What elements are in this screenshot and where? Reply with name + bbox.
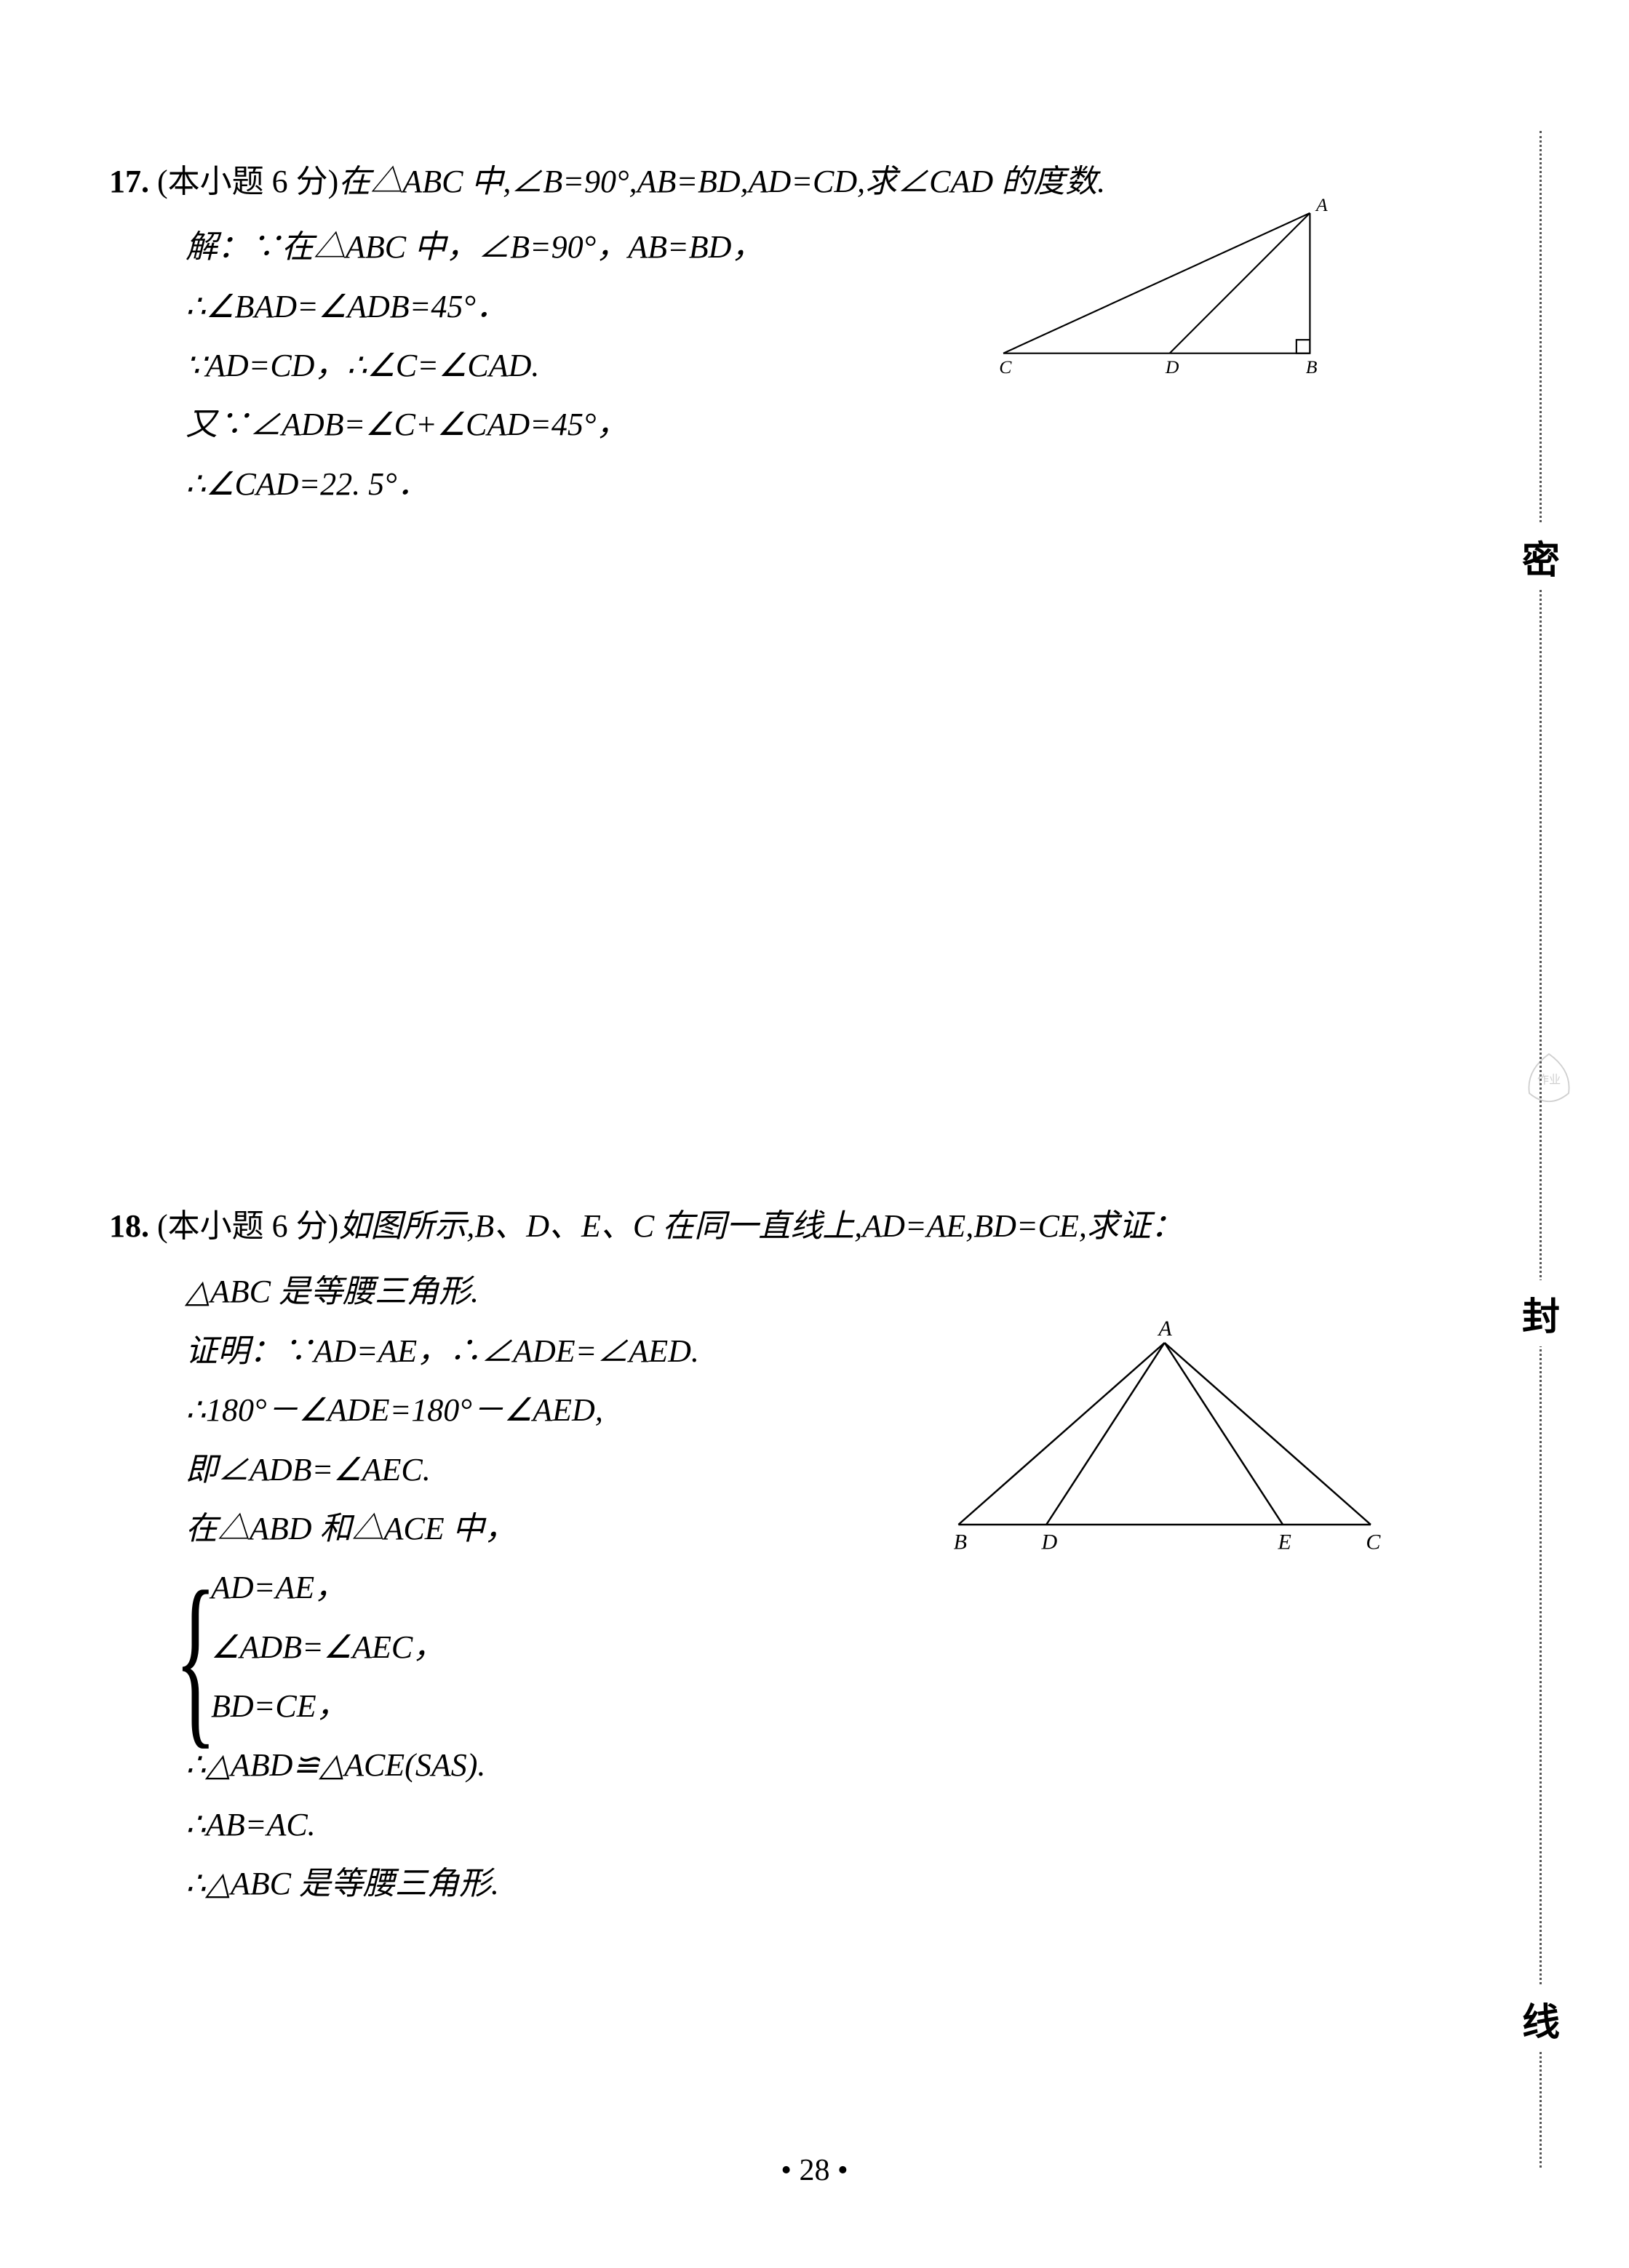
svg-text:C: C	[999, 356, 1012, 378]
margin-label-3: 线	[1522, 1986, 1560, 2052]
problem-18: 18. (本小题 6 分)如图所示,B、D、E、C 在同一直线上,AD=AE,B…	[109, 1197, 1520, 1913]
problem-18-brace-group: { AD=AE， ∠ADB=∠AEC， BD=CE，	[109, 1558, 1520, 1736]
problem-17-sol-line-3: 又∵∠ADB=∠C+∠CAD=45°，	[109, 395, 1520, 454]
svg-text:作业: 作业	[1537, 1074, 1561, 1087]
problem-17: 17. (本小题 6 分)在△ABC 中,∠B=90°,AB=BD,AD=CD,…	[109, 153, 1520, 514]
svg-text:E: E	[1278, 1530, 1291, 1554]
problem-18-question: 如图所示,B、D、E、C 在同一直线上,AD=AE,BD=CE,求证：	[338, 1208, 1183, 1244]
figure-18-svg: A B C D E	[916, 1306, 1425, 1561]
margin-label-2: 封	[1522, 1280, 1560, 1346]
svg-text:C: C	[1366, 1530, 1381, 1554]
problem-17-sol-line-4: ∴∠CAD=22. 5°．	[109, 455, 1520, 514]
svg-text:A: A	[1157, 1317, 1172, 1341]
problem-18-question-l2: △ABC 是等腰三角形.	[186, 1274, 479, 1309]
problem-17-points: (本小题 6 分)	[157, 164, 338, 199]
svg-text:D: D	[1165, 356, 1179, 378]
left-brace-icon: {	[175, 1582, 217, 1736]
problem-18-sol-after-1: ∴AB=AC.	[109, 1795, 1520, 1854]
page-number: • 28 •	[781, 2153, 848, 2188]
problem-18-header: 18. (本小题 6 分)如图所示,B、D、E、C 在同一直线上,AD=AE,B…	[109, 1197, 1520, 1255]
svg-text:B: B	[1306, 356, 1318, 378]
problem-18-sol-after-2: ∴△ABC 是等腰三角形.	[109, 1854, 1520, 1913]
problem-17-number: 17.	[109, 164, 149, 199]
margin-dotted-line	[1540, 131, 1542, 2168]
svg-text:D: D	[1041, 1530, 1058, 1554]
problem-18-points: (本小题 6 分)	[157, 1208, 338, 1244]
problem-18-brace-2: BD=CE，	[186, 1677, 1520, 1736]
problem-18-brace-1: ∠ADB=∠AEC，	[186, 1618, 1520, 1677]
problem-18-brace-0: AD=AE，	[186, 1558, 1520, 1617]
problem-18-number: 18.	[109, 1208, 149, 1244]
margin-label-1: 密	[1522, 524, 1560, 590]
figure-17-svg: A B C D	[952, 182, 1418, 400]
page-stamp-icon: 作业	[1516, 1047, 1582, 1113]
problem-18-sol-after-0: ∴△ABD≌△ACE(SAS).	[109, 1736, 1520, 1794]
svg-text:A: A	[1315, 194, 1328, 215]
svg-text:B: B	[954, 1530, 967, 1554]
